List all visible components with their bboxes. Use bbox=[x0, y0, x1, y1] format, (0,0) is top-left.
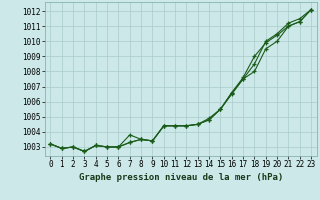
X-axis label: Graphe pression niveau de la mer (hPa): Graphe pression niveau de la mer (hPa) bbox=[79, 173, 283, 182]
